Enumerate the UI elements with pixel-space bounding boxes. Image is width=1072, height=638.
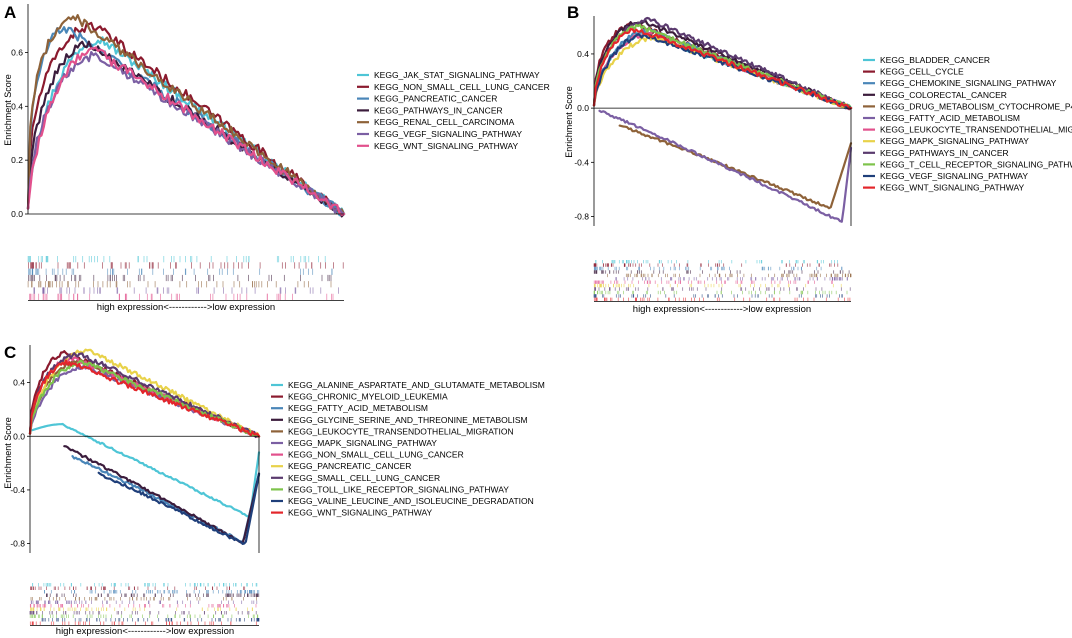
yticks-c: 0.4 0.0 -0.4 -0.8 [10,378,30,549]
legend-label: KEGG_CHRONIC_MYELOID_LEUKEMIA [288,392,448,402]
axes-a [27,4,344,215]
legend-label: KEGG_LEUKOCYTE_TRANSENDOTHELIAL_MIGRATIO… [288,426,514,436]
legend-label: KEGG_LEUKOCYTE_TRANSENDOTHELIAL_MIGRATIO… [880,125,1072,135]
x-caption-c: high expression<------------>low express… [56,626,234,637]
ytick-label: -0.4 [10,485,25,495]
legend-label: KEGG_WNT_SIGNALING_PATHWAY [880,183,1025,193]
series-line [28,359,261,438]
ytick-label: 0.4 [11,101,23,111]
legend-label: KEGG_CELL_CYCLE [880,67,964,77]
curves-c [28,348,261,545]
panel-label-a: A [4,3,16,22]
legend-label: KEGG_VALINE_LEUCINE_AND_ISOLEUCINE_DEGRA… [288,496,534,506]
ytick-label: -0.8 [574,212,589,222]
legend-label: KEGG_COLORECTAL_CANCER [880,90,1007,100]
yticks-a: 0.0 0.2 0.4 0.6 [11,47,28,219]
legend-label: KEGG_MAPK_SIGNALING_PATHWAY [288,438,437,448]
series-line [26,46,346,216]
series-line [598,109,853,223]
axes-b [593,16,852,226]
legend-b: KEGG_BLADDER_CANCERKEGG_CELL_CYCLEKEGG_C… [863,55,1072,193]
ytick-label: 0.4 [13,378,25,388]
legend-label: KEGG_TOLL_LIKE_RECEPTOR_SIGNALING_PATHWA… [288,484,509,494]
legend-label: KEGG_MAPK_SIGNALING_PATHWAY [880,136,1029,146]
ylabel-c: Enrichment Score [3,417,13,489]
series-line [592,28,853,110]
legend-label: KEGG_NON_SMALL_CELL_LUNG_CANCER [288,450,464,460]
barcode-c [29,583,260,626]
ytick-label: 0.2 [11,155,23,165]
legend-label: KEGG_VEGF_SIGNALING_PATHWAY [880,171,1028,181]
ytick-label: 0.0 [13,431,25,441]
curves-a [26,14,346,218]
legend-label: KEGG_WNT_SIGNALING_PATHWAY [374,141,519,151]
series-line [26,21,346,216]
curves-b [592,16,853,223]
series-line [97,471,261,545]
ytick-label: 0.4 [577,49,589,59]
ylabel-b: Enrichment Score [564,86,574,158]
series-line [63,445,261,544]
yticks-b: 0.4 0.0 -0.4 -0.8 [574,49,594,222]
series-line [26,51,346,216]
legend-label: KEGG_WNT_SIGNALING_PATHWAY [288,508,433,518]
ytick-label: 0.0 [577,103,589,113]
legend-label: KEGG_SMALL_CELL_LUNG_CANCER [288,473,440,483]
legend-label: KEGG_VEGF_SIGNALING_PATHWAY [374,129,522,139]
legend-label: KEGG_ALANINE_ASPARTATE_AND_GLUTAMATE_MET… [288,380,545,390]
series-line [28,422,261,518]
legend-label: KEGG_PANCREATIC_CANCER [288,461,411,471]
ytick-label: -0.8 [10,539,25,549]
legend-label: KEGG_NON_SMALL_CELL_LUNG_CANCER [374,82,550,92]
x-caption-b: high expression<------------>low express… [633,304,811,315]
legend-label: KEGG_GLYCINE_SERINE_AND_THREONINE_METABO… [288,415,528,425]
series-line [618,124,853,210]
series-line [26,40,346,218]
panel-label-c: C [4,343,16,362]
legend-label: KEGG_JAK_STAT_SIGNALING_PATHWAY [374,70,540,80]
legend-label: KEGG_FATTY_ACID_METABOLISM [288,403,428,413]
axes-c [29,345,260,553]
legend-label: KEGG_T_CELL_RECEPTOR_SIGNALING_PATHWAY [880,159,1072,169]
legend-label: KEGG_DRUG_METABOLISM_CYTOCHROME_P450 [880,101,1072,111]
legend-label: KEGG_PANCREATIC_CANCER [374,94,497,104]
panel-c: C Enrichment Score 0.4 0.0 -0.4 -0.8 high e… [3,343,545,637]
legend-label: KEGG_FATTY_ACID_METABOLISM [880,113,1020,123]
barcode-a [27,256,344,301]
panel-label-b: B [567,3,579,22]
legend-label: KEGG_BLADDER_CANCER [880,55,990,65]
legend-c: KEGG_ALANINE_ASPARTATE_AND_GLUTAMATE_MET… [271,380,545,518]
barcode-b [593,260,852,302]
ytick-label: -0.4 [574,157,589,167]
series-line [26,14,346,216]
x-caption-a: high expression<------------>low express… [97,302,275,313]
legend-label: KEGG_PATHWAYS_IN_CANCER [374,105,503,115]
ytick-label: 0.0 [11,209,23,219]
legend-a: KEGG_JAK_STAT_SIGNALING_PATHWAY KEGG_NON_… [357,70,550,151]
legend-label: KEGG_PATHWAYS_IN_CANCER [880,148,1009,158]
panel-a: A Enrichment Score 0.0 0.2 0.4 0.6 high exp… [3,3,550,313]
panel-b: B Enrichment Score 0.4 0.0 -0.4 -0.8 high e… [564,3,1072,315]
legend-label: KEGG_CHEMOKINE_SIGNALING_PATHWAY [880,78,1057,88]
ytick-label: 0.6 [11,47,23,57]
legend-label: KEGG_RENAL_CELL_CARCINOMA [374,117,515,127]
ylabel-a: Enrichment Score [3,74,13,146]
